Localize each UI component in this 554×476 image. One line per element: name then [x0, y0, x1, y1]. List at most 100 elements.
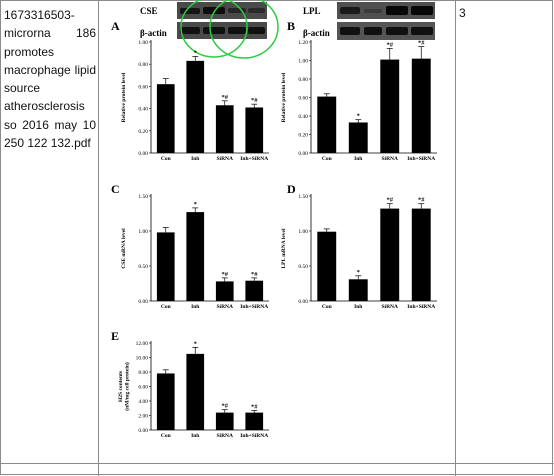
blot-b-actin-band [364, 27, 382, 35]
chart-panel-b: 0.00 0.20 0.40 0.60 0.80 1.00 1.20 Relative pro… [281, 40, 437, 162]
significance-marker: *# [418, 40, 425, 47]
category-label: SiRNA [216, 433, 233, 439]
bar-c-3 [245, 280, 264, 301]
column-divider-right [455, 0, 456, 476]
bar-e-3 [245, 412, 264, 430]
panel-d-letter: D [287, 182, 296, 196]
bar-b-2 [380, 59, 400, 154]
bar-d-2 [380, 208, 400, 301]
significance-marker: * [194, 340, 197, 347]
chart-panel-c: 0.00 0.50 1.00 1.50 CSE mRNA level Con * Inh *# S… [121, 194, 269, 310]
y-tick-label: 0.20 [298, 133, 308, 139]
panel-c-letter: C [111, 182, 120, 196]
column-divider-left [98, 0, 99, 476]
significance-marker: * [194, 49, 197, 56]
y-axis-label: H2S contents(nM/mg cell protein) [118, 362, 131, 411]
category-label: SiRNA [216, 156, 233, 162]
y-axis-label: Relative protein level [281, 72, 287, 122]
category-label: SiRNA [381, 304, 398, 310]
blot-b-protein-label: LPL [303, 6, 321, 16]
y-tick-label: 0.40 [298, 114, 308, 120]
bar-d-0 [317, 231, 337, 301]
y-tick-label: 0.00 [298, 299, 308, 305]
category-label: Inh [191, 433, 199, 439]
category-label: Inh+SiRNA [240, 156, 268, 162]
column-number: 3 [459, 6, 466, 20]
bar-a-2 [215, 105, 234, 153]
y-tick-label: 1.20 [298, 40, 308, 46]
chart-panel-a: 0.00 0.20 0.40 0.60 0.80 1.00 Relative protein… [121, 40, 269, 162]
category-label: Inh+SiRNA [407, 304, 435, 310]
blot-b-actin-band [411, 27, 433, 35]
blot-b-actin-band [340, 27, 360, 35]
figure-canvas: CSE β-actin LPL β-actin A B C D E 0.000.… [111, 0, 437, 439]
y-tick-label: 12.00 [136, 341, 149, 347]
bar-a-1 [186, 60, 205, 154]
blot-a-actin-band [248, 27, 265, 34]
significance-marker: *# [387, 41, 394, 48]
blot-a-cse-band [203, 7, 225, 14]
y-axis-label: LPL mRNA level [281, 228, 287, 268]
chart-panel-e: 0.00 2.00 4.00 6.00 8.00 10.00 12.00 H2S conten… [118, 340, 269, 439]
blot-b-lpl-band [411, 6, 433, 15]
category-label: Con [322, 304, 332, 310]
y-tick-label: 0.50 [138, 264, 148, 270]
green-circle-annotation [209, 0, 279, 59]
blot-b-lpl-band [340, 7, 360, 14]
bar-e-1 [186, 353, 205, 430]
bar-d-3 [411, 208, 431, 301]
blot-a: CSE β-actin [140, 0, 279, 59]
category-label: Inh [191, 156, 199, 162]
bar-d-1 [348, 279, 368, 301]
bar-b-3 [411, 58, 431, 153]
bar-e-0 [156, 373, 175, 430]
blot-b-control-label: β-actin [303, 28, 330, 38]
blot-b-actin-band [386, 27, 408, 35]
y-tick-label: 0.40 [138, 107, 148, 113]
y-tick-label: 1.00 [138, 229, 148, 235]
significance-marker: *# [222, 94, 229, 101]
y-tick-label: 1.00 [138, 40, 148, 46]
y-tick-label: 0.80 [298, 77, 308, 83]
bar-a-3 [245, 107, 264, 153]
significance-marker: *# [222, 271, 229, 278]
y-tick-label: 1.50 [138, 194, 148, 200]
y-tick-label: 0.60 [138, 84, 148, 90]
y-tick-label: 1.00 [298, 229, 308, 235]
category-label: Inh [191, 304, 199, 310]
category-label: Con [161, 433, 171, 439]
y-tick-label: 10.00 [136, 356, 149, 362]
panel-e-letter: E [111, 329, 119, 343]
significance-marker: *# [222, 403, 229, 410]
y-tick-label: 1.00 [298, 59, 308, 65]
category-label: Inh+SiRNA [407, 156, 435, 162]
category-label: Inh [354, 156, 362, 162]
category-label: Inh [354, 304, 362, 310]
bar-c-1 [186, 212, 205, 301]
file-name: 1673316503-microrna 186 promotes macroph… [4, 8, 96, 151]
bar-c-2 [215, 281, 234, 301]
y-axis-label: CSE mRNA level [121, 228, 127, 269]
significance-marker: *# [418, 197, 425, 204]
y-tick-label: 1.50 [298, 194, 308, 200]
y-tick-label: 0.20 [138, 129, 148, 135]
blot-a-cse-band [180, 8, 200, 14]
blot-b: LPL β-actin [303, 2, 435, 40]
significance-marker: *# [251, 97, 258, 104]
y-tick-label: 8.00 [138, 370, 148, 376]
category-label: Inh+SiRNA [240, 433, 268, 439]
significance-marker: * [194, 201, 197, 208]
y-tick-label: 0.60 [298, 96, 308, 102]
blot-a-cse-band [248, 8, 265, 13]
category-label: SiRNA [216, 304, 233, 310]
y-tick-label: 0.00 [138, 428, 148, 434]
category-label: Inh+SiRNA [240, 304, 268, 310]
significance-marker: *# [251, 403, 258, 410]
bar-e-2 [215, 412, 234, 430]
significance-marker: * [357, 113, 360, 120]
bar-a-0 [156, 84, 175, 153]
y-tick-label: 0.00 [298, 151, 308, 157]
y-axis-label: Relative protein level [121, 72, 127, 122]
category-label: Con [161, 156, 171, 162]
